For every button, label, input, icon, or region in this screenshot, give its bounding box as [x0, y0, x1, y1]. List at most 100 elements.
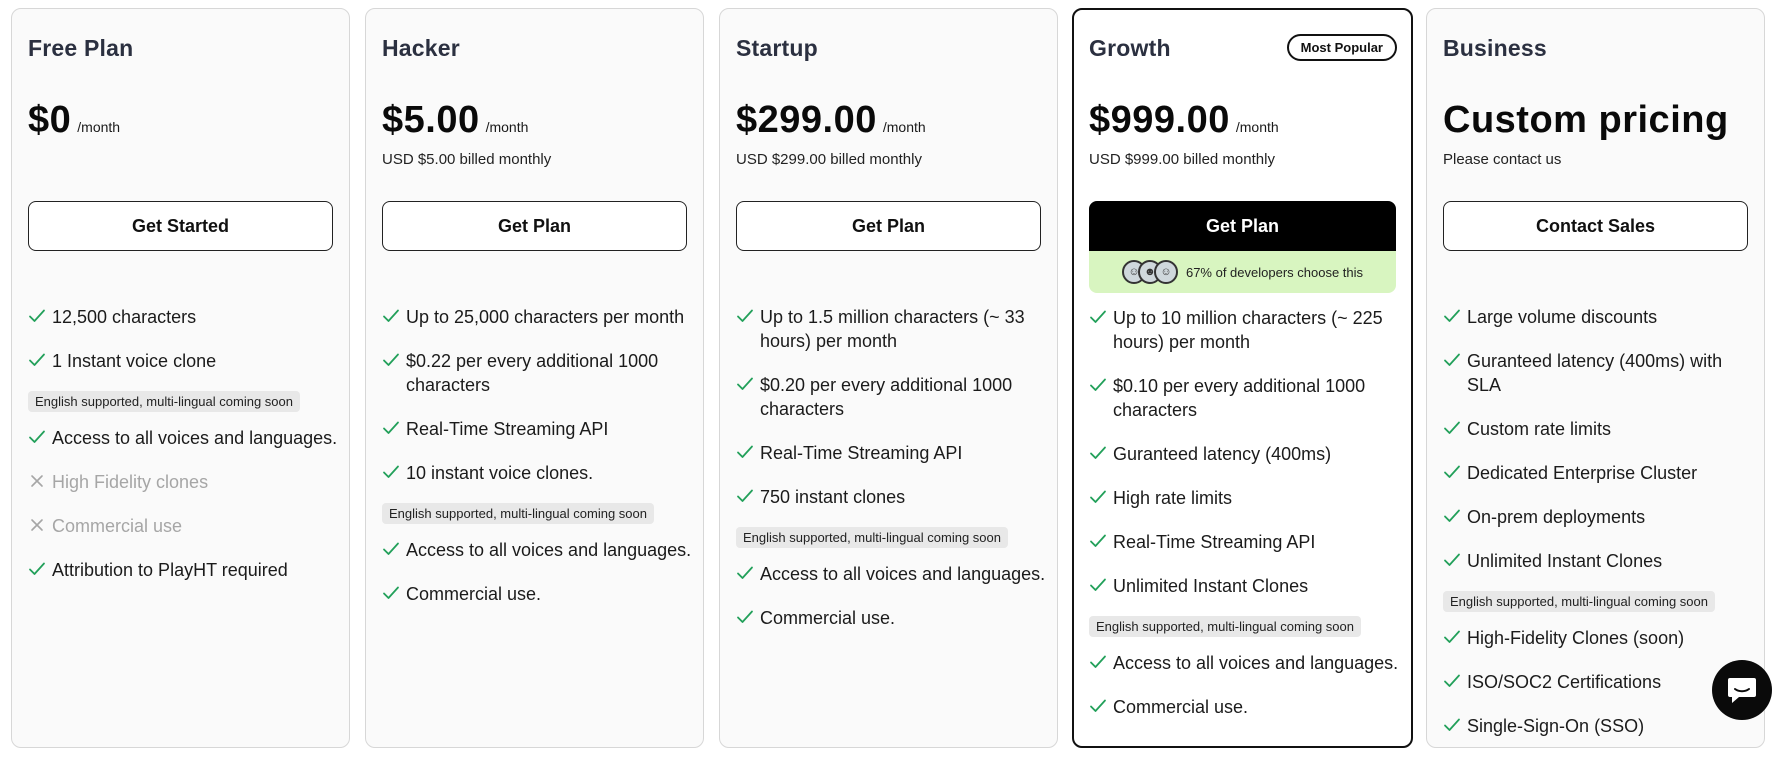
plan-name: Startup	[736, 35, 818, 61]
feature-text: Real-Time Streaming API	[406, 419, 609, 439]
feature-item: Guranteed latency (400ms) with SLA	[1443, 349, 1754, 397]
feature-item: Commercial use.	[1089, 695, 1401, 719]
check-icon	[737, 377, 753, 390]
get-started-button[interactable]: Get Started	[28, 201, 333, 251]
plan-name: Free Plan	[28, 35, 134, 61]
price-period: /month	[77, 119, 121, 135]
feature-text: Guranteed latency (400ms)	[1113, 444, 1332, 464]
plan-price: Custom pricing	[1443, 99, 1729, 141]
feature-item: Large volume discounts	[1443, 305, 1754, 329]
language-note: English supported, multi-lingual coming …	[382, 503, 654, 524]
feature-text: Large volume discounts	[1467, 307, 1658, 327]
feature-item: Real-Time Streaming API	[382, 417, 693, 441]
check-icon	[737, 566, 753, 579]
feature-text: Commercial use	[52, 516, 183, 536]
feature-item: Real-Time Streaming API	[736, 441, 1047, 465]
check-icon	[1444, 509, 1460, 522]
feature-item: $0.10 per every additional 1000 characte…	[1089, 374, 1401, 422]
check-icon	[29, 430, 45, 443]
language-note: English supported, multi-lingual coming …	[1089, 616, 1361, 637]
price-period: /month	[485, 119, 529, 135]
check-icon	[1090, 578, 1106, 591]
feature-item: On-prem deployments	[1443, 505, 1754, 529]
feature-text: $0.22 per every additional 1000 characte…	[406, 351, 659, 395]
check-icon	[383, 542, 399, 555]
feature-text: On-prem deployments	[1467, 507, 1646, 527]
check-icon	[737, 445, 753, 458]
feature-item: Up to 25,000 characters per month	[382, 305, 693, 329]
contact-sales-button[interactable]: Contact Sales	[1443, 201, 1748, 251]
get-plan-button-hacker[interactable]: Get Plan	[382, 201, 687, 251]
check-icon	[1090, 655, 1106, 668]
feature-list: 12,500 characters 1 Instant voice clone En…	[28, 305, 339, 602]
plan-name: Hacker	[382, 35, 460, 61]
feature-item: Real-Time Streaming API	[1089, 530, 1401, 554]
chat-bubble-icon	[1728, 678, 1756, 703]
feature-text: Access to all voices and languages.	[760, 564, 1046, 584]
price-period: /month	[1235, 119, 1279, 135]
get-plan-button-startup[interactable]: Get Plan	[736, 201, 1041, 251]
pricing-plans: Free Plan $0 /month Get Started 12,500 c…	[11, 8, 1772, 748]
feature-item: Guranteed latency (400ms)	[1089, 442, 1401, 466]
feature-item: 1 Instant voice clone	[28, 349, 339, 373]
feature-text: Guranteed latency (400ms) with SLA	[1467, 351, 1723, 395]
check-icon	[1090, 534, 1106, 547]
plan-card-business: Business Custom pricing Please contact u…	[1426, 8, 1765, 748]
feature-text: 1 Instant voice clone	[52, 351, 217, 371]
feature-item: High rate limits	[1089, 486, 1401, 510]
feature-list: Up to 25,000 characters per month $0.22 p…	[382, 305, 693, 626]
check-icon	[1444, 353, 1460, 366]
plan-card-free: Free Plan $0 /month Get Started 12,500 c…	[11, 8, 350, 748]
feature-text: 750 instant clones	[760, 487, 906, 507]
check-icon	[1090, 446, 1106, 459]
feature-text: Unlimited Instant Clones	[1113, 576, 1309, 596]
feature-text: High Fidelity clones	[52, 472, 209, 492]
feature-item: Up to 10 million characters (~ 225 hours…	[1089, 306, 1401, 354]
price-row: $5.00 /month	[382, 99, 528, 142]
plan-name: Business	[1443, 35, 1547, 61]
feature-item: Commercial use.	[382, 582, 693, 606]
feature-list: Up to 10 million characters (~ 225 hours…	[1089, 306, 1401, 739]
check-icon	[29, 353, 45, 366]
feature-text: 10 instant voice clones.	[406, 463, 594, 483]
plan-name: Growth	[1089, 35, 1171, 61]
feature-item: Unlimited Instant Clones	[1443, 549, 1754, 573]
feature-text: High rate limits	[1113, 488, 1233, 508]
language-note: English supported, multi-lingual coming …	[1443, 591, 1715, 612]
feature-item: Access to all voices and languages.	[1089, 651, 1401, 675]
avatar-group: ☺ ☻ ☺	[1121, 260, 1178, 284]
plan-price: $5.00	[382, 99, 480, 141]
avatar: ☺	[1153, 260, 1178, 284]
plan-price: $999.00	[1089, 99, 1230, 141]
feature-text: 12,500 characters	[52, 307, 197, 327]
check-icon	[1090, 310, 1106, 323]
check-icon	[383, 309, 399, 322]
check-icon	[29, 309, 45, 322]
avatar: ☻	[1137, 260, 1162, 284]
check-icon	[1444, 630, 1460, 643]
chat-button[interactable]	[1712, 660, 1772, 720]
feature-item: Access to all voices and languages.	[28, 426, 339, 450]
check-icon	[1444, 674, 1460, 687]
check-icon	[1444, 465, 1460, 478]
check-icon	[1444, 309, 1460, 322]
feature-item: Attribution to PlayHT required	[28, 558, 339, 582]
feature-text: $0.20 per every additional 1000 characte…	[760, 375, 1013, 419]
billing-info: USD $299.00 billed monthly	[736, 151, 922, 168]
feature-item: 12,500 characters	[28, 305, 339, 329]
feature-item: Unlimited Instant Clones	[1089, 574, 1401, 598]
feature-text: Up to 25,000 characters per month	[406, 307, 685, 327]
check-icon	[1090, 378, 1106, 391]
check-icon	[1090, 699, 1106, 712]
feature-list: Up to 1.5 million characters (~ 33 hours…	[736, 305, 1047, 650]
feature-item: High-Fidelity Clones (soon)	[1443, 626, 1754, 650]
language-note: English supported, multi-lingual coming …	[28, 391, 300, 412]
feature-item: 10 instant voice clones.	[382, 461, 693, 485]
get-plan-button-growth[interactable]: Get Plan	[1089, 201, 1396, 251]
feature-text: Attribution to PlayHT required	[52, 560, 288, 580]
feature-text: ISO/SOC2 Certifications	[1467, 672, 1662, 692]
feature-item: Access to all voices and languages.	[382, 538, 693, 562]
feature-text: $0.10 per every additional 1000 characte…	[1113, 376, 1366, 420]
check-icon	[29, 562, 45, 575]
feature-text: Access to all voices and languages.	[406, 540, 692, 560]
